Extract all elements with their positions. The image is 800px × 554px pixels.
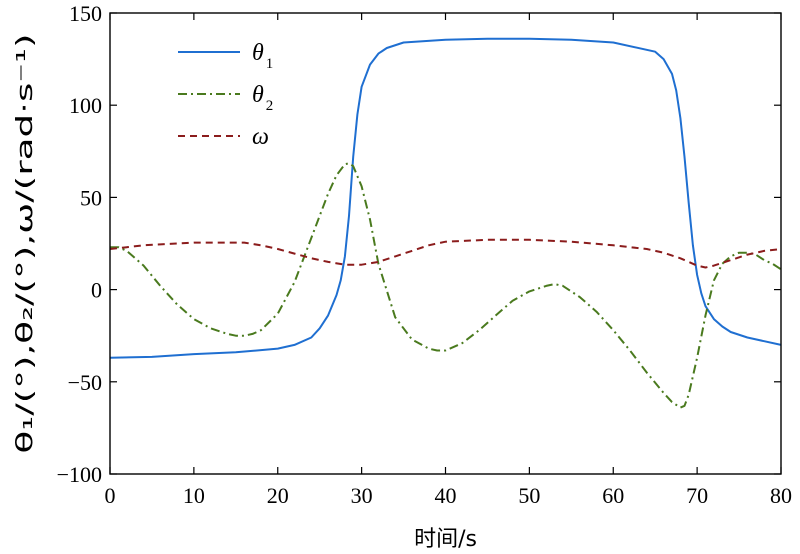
y-tick-label: 100 xyxy=(69,93,102,118)
legend: θ 1 θ 2 ω xyxy=(178,40,273,150)
legend-label-3: ω xyxy=(252,124,269,150)
series-line-2 xyxy=(110,162,782,409)
y-tick-label: 50 xyxy=(80,185,102,210)
x-tick-label: 80 xyxy=(770,483,792,508)
x-tick-label: 40 xyxy=(435,483,457,508)
x-tick-label: 50 xyxy=(518,483,540,508)
y-tick-label: 0 xyxy=(91,278,102,303)
y-axis-title: θ₁/(°),θ₂/(°),ω/(rad·s⁻¹) xyxy=(13,34,38,454)
x-axis-title: 时间/s xyxy=(414,527,477,552)
series-line-3 xyxy=(109,238,782,269)
x-tick-label: 10 xyxy=(183,483,205,508)
y-tick-label: 150 xyxy=(69,1,102,26)
x-tick-label: 0 xyxy=(105,483,116,508)
x-tick-label: 60 xyxy=(602,483,624,508)
axes-layer: 0 10 20 30 40 50 60 70 80 −100 −50 0 50 100 150 xyxy=(57,1,792,508)
y-tick-label: −50 xyxy=(68,370,102,395)
series-layer xyxy=(109,37,782,409)
x-tick-label: 20 xyxy=(267,483,289,508)
series-line-1 xyxy=(109,37,782,359)
x-tick-label: 30 xyxy=(351,483,373,508)
y-tick-label: −100 xyxy=(57,462,102,487)
x-tick-label: 70 xyxy=(686,483,708,508)
